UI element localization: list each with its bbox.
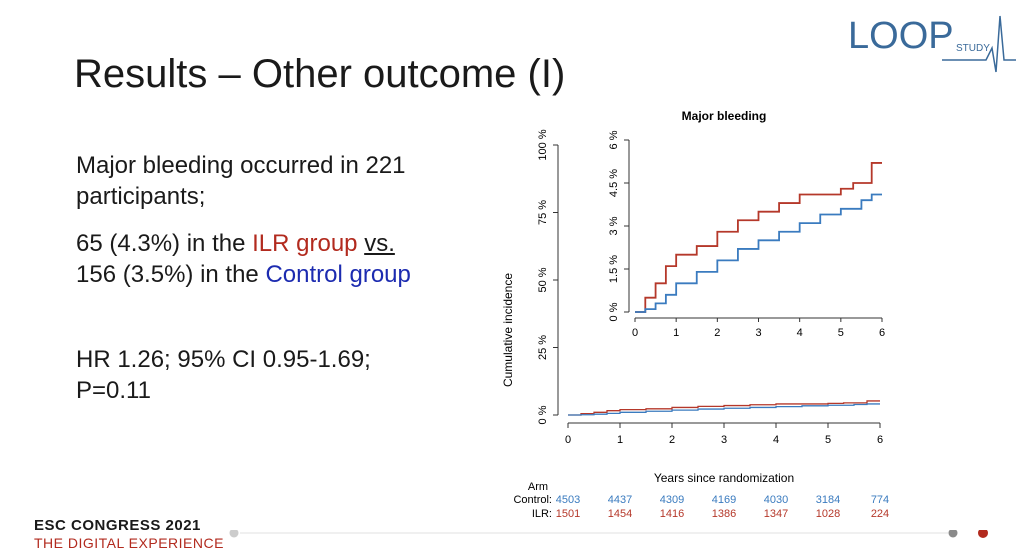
risk-table-value: 4437 bbox=[608, 494, 632, 506]
inset-axes: 0 1 2 3 4 5 6 0 % 1.5 % 3 % 4.5 % 6 % bbox=[608, 130, 885, 339]
inset-plot-lines bbox=[635, 162, 882, 313]
inset-y-tick-label: 6 % bbox=[608, 130, 620, 149]
logo-main-text: LOOP bbox=[848, 15, 954, 57]
footer-start-dot bbox=[229, 530, 239, 538]
main-axes: 0 1 2 3 4 5 60 %25 %50 %75 %100 % bbox=[537, 129, 883, 446]
ilr-result-prefix: 65 (4.3%) in the bbox=[76, 230, 253, 257]
risk-table-value: 774 bbox=[871, 494, 889, 506]
summary-line-2: participants; bbox=[76, 183, 206, 210]
risk-table-value: 1386 bbox=[712, 508, 736, 520]
risk-table-value: 1028 bbox=[816, 508, 840, 520]
loop-study-logo: LOOP STUDY bbox=[848, 15, 1016, 73]
control-group-label: Control group bbox=[265, 261, 411, 288]
summary-line-1: Major bleeding occurred in 221 bbox=[76, 152, 406, 179]
risk-table-header: Arm bbox=[528, 481, 548, 493]
inset-x-tick-label: 1 bbox=[673, 327, 679, 339]
inset-x-tick-label: 6 bbox=[879, 327, 885, 339]
main-y-tick-label: 100 % bbox=[537, 129, 549, 160]
footer-current-dot[interactable] bbox=[978, 530, 988, 538]
risk-table-value: 1501 bbox=[556, 508, 580, 520]
logo-heartbeat-line bbox=[942, 15, 1016, 73]
risk-table-value: 4030 bbox=[764, 494, 788, 506]
footer-congress-subtitle: THE DIGITAL EXPERIENCE bbox=[34, 535, 224, 551]
inset-y-tick-label: 4.5 % bbox=[608, 169, 620, 197]
footer-prev-dot[interactable] bbox=[948, 530, 958, 538]
logo-sub-text: STUDY bbox=[956, 43, 990, 54]
main-x-tick-label: 6 bbox=[877, 434, 883, 446]
ilr-group-label: ILR group bbox=[252, 230, 358, 257]
main-series-line-ilr bbox=[568, 400, 880, 416]
chart-title: Major bleeding bbox=[682, 109, 767, 123]
footer-congress-title: ESC CONGRESS 2021 bbox=[34, 517, 201, 534]
main-x-tick-label: 5 bbox=[825, 434, 831, 446]
inset-x-tick-label: 3 bbox=[755, 327, 761, 339]
risk-table-value: 4309 bbox=[660, 494, 684, 506]
inset-series-line-control bbox=[635, 193, 882, 313]
inset-x-tick-label: 0 bbox=[632, 327, 638, 339]
y-axis-label: Cumulative incidence bbox=[501, 273, 515, 387]
main-series-line-control bbox=[568, 403, 880, 416]
x-axis-label: Years since randomization bbox=[654, 471, 794, 485]
major-bleeding-chart: Major bleeding Cumulative incidence Year… bbox=[501, 109, 889, 520]
risk-table-value: 1454 bbox=[608, 508, 632, 520]
main-x-tick-label: 4 bbox=[773, 434, 779, 446]
inset-y-tick-label: 0 % bbox=[608, 302, 620, 321]
main-x-tick-label: 2 bbox=[669, 434, 675, 446]
main-y-tick-label: 25 % bbox=[537, 335, 549, 360]
risk-table-value: 1416 bbox=[660, 508, 684, 520]
risk-table-value: 4503 bbox=[556, 494, 580, 506]
inset-x-tick-label: 4 bbox=[797, 327, 803, 339]
main-x-tick-label: 0 bbox=[565, 434, 571, 446]
inset-y-tick-label: 1.5 % bbox=[608, 255, 620, 283]
risk-table-row-label: Control: bbox=[513, 494, 552, 506]
main-y-tick-label: 50 % bbox=[537, 267, 549, 292]
main-x-tick-label: 1 bbox=[617, 434, 623, 446]
main-y-tick-label: 0 % bbox=[537, 405, 549, 424]
footer-progress-line bbox=[229, 530, 988, 538]
risk-table-row-label: ILR: bbox=[532, 508, 552, 520]
inset-series-line-ilr bbox=[635, 162, 882, 313]
vs-text: vs. bbox=[364, 230, 395, 257]
inset-y-tick-label: 3 % bbox=[608, 216, 620, 235]
main-x-tick-label: 3 bbox=[721, 434, 727, 446]
risk-table-value: 1347 bbox=[764, 508, 788, 520]
hr-line-2: P=0.11 bbox=[76, 377, 151, 404]
inset-x-tick-label: 2 bbox=[714, 327, 720, 339]
main-y-tick-label: 75 % bbox=[537, 200, 549, 225]
control-result-line: 156 (3.5%) in the Control group bbox=[76, 259, 411, 290]
risk-table-value: 224 bbox=[871, 508, 889, 520]
risk-table-value: 4169 bbox=[712, 494, 736, 506]
slide-title: Results – Other outcome (I) bbox=[74, 52, 566, 96]
risk-table-value: 3184 bbox=[816, 494, 840, 506]
main-plot-lines bbox=[568, 400, 880, 416]
ilr-result-line: 65 (4.3%) in the ILR group vs. bbox=[76, 228, 395, 259]
inset-x-tick-label: 5 bbox=[838, 327, 844, 339]
hr-line-1: HR 1.26; 95% CI 0.95-1.69; bbox=[76, 346, 371, 373]
control-result-prefix: 156 (3.5%) in the bbox=[76, 261, 266, 288]
